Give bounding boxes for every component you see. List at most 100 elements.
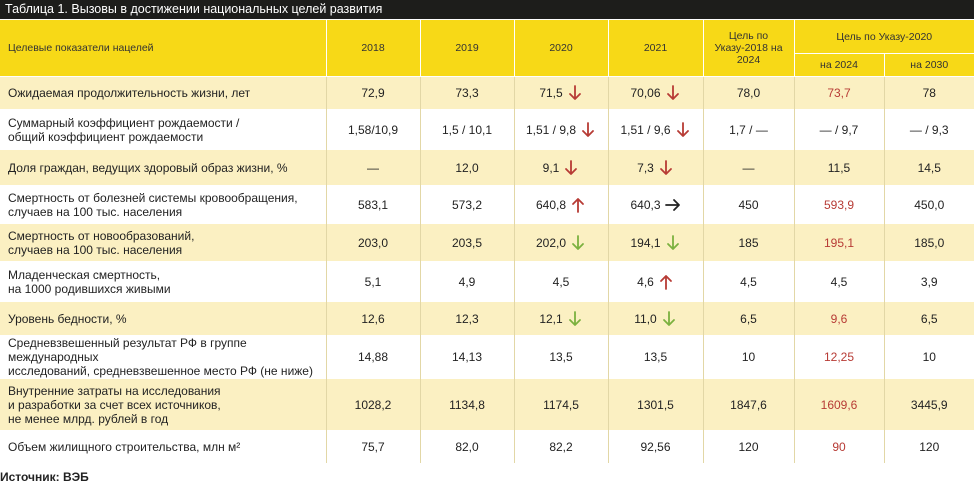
cell-value: 203,5	[451, 235, 483, 250]
cell-value: 13,5	[549, 350, 573, 364]
row-label-line: Уровень бедности, %	[8, 311, 127, 326]
cell-value: 185,0	[914, 235, 945, 250]
cell-value: 10	[741, 350, 756, 364]
value-cell: 1301,5	[607, 378, 703, 431]
cell-value: 73,7	[827, 86, 851, 100]
row-label-line: Ожидаемая продолжительность жизни, лет	[8, 86, 251, 100]
value-cell: 92,56	[607, 430, 703, 463]
value-cell: 12,1	[513, 301, 608, 336]
value-cell: — / 9,3	[883, 109, 974, 150]
value-cell: 71,5	[513, 76, 608, 110]
value-cell: 185,0	[883, 223, 974, 262]
row-label: Младенческая смертность, на 1000 родивших…	[0, 261, 326, 302]
value-cell: 1,51 / 9,8	[513, 109, 608, 150]
value-cell: 78	[883, 76, 974, 110]
header-to-2024: на 2024	[793, 53, 884, 77]
row-label: Суммарный коэффициент рождаемости / общий…	[0, 109, 326, 150]
value-cell: —	[325, 149, 420, 186]
cell-value: 73,3	[455, 86, 479, 100]
value-cell: 9,6	[793, 301, 884, 336]
cell-value: 4,5	[740, 274, 757, 289]
value-cell: 120	[883, 430, 974, 463]
value-cell: 195,1	[793, 223, 884, 262]
header-2019: 2019	[419, 19, 514, 77]
cell-value: 9,6	[830, 311, 848, 326]
value-cell: 185	[702, 223, 794, 262]
cell-value: 202,0	[535, 235, 567, 250]
value-cell: 1028,2	[325, 378, 420, 431]
row-label: Доля граждан, ведущих здоровый образ жиз…	[0, 149, 326, 186]
value-cell: 450	[702, 185, 794, 224]
header-to-2030: на 2030	[883, 53, 974, 77]
value-cell: 72,9	[325, 76, 420, 110]
arrow-down-icon	[666, 234, 679, 250]
cell-value: 1609,6	[820, 397, 858, 412]
row-label-line: Суммарный коэффициент рождаемости /	[8, 115, 240, 130]
cell-value: 1,51 / 9,6	[620, 122, 671, 137]
value-cell: 1134,8	[419, 378, 514, 431]
cell-value: 1028,2	[354, 397, 392, 412]
cell-value: 7,3	[637, 160, 654, 175]
cell-value: 90	[832, 439, 846, 454]
value-cell: 90	[793, 430, 884, 463]
value-cell: 593,9	[793, 185, 884, 224]
value-cell: —	[702, 149, 794, 186]
row-label: Смертность от болезней системы кровообра…	[0, 185, 326, 224]
value-cell: 203,5	[419, 223, 514, 262]
table-row: Средневзвешенный результат РФ в группе м…	[0, 335, 974, 379]
row-label-line: Смертность от болезней системы кровообра…	[8, 190, 298, 205]
value-cell: 10	[883, 335, 974, 379]
cell-value: 14,13	[451, 350, 483, 364]
table-row: Смертность от болезней системы кровообра…	[0, 185, 974, 224]
value-cell: 11,5	[793, 149, 884, 186]
value-cell: 6,5	[702, 301, 794, 336]
cell-value: 78	[922, 86, 936, 100]
cell-value: 6,5	[740, 311, 757, 326]
arrow-down-icon	[659, 159, 672, 175]
row-label-line: Внутренние затраты на исследования	[8, 383, 221, 398]
value-cell: 7,3	[607, 149, 703, 186]
row-label-line: исследований, средневзвешенное место РФ …	[8, 364, 313, 378]
value-cell: 573,2	[419, 185, 514, 224]
row-label-line: не менее млрд. рублей в год	[8, 411, 169, 426]
arrow-down-icon	[662, 310, 675, 326]
cell-value: 82,0	[455, 439, 479, 454]
arrow-right-icon	[664, 198, 680, 211]
row-label: Средневзвешенный результат РФ в группе м…	[0, 335, 326, 379]
cell-value: 450	[738, 197, 759, 212]
cell-value: 640,3	[630, 197, 661, 212]
source-note: Источник: ВЭБ	[0, 470, 89, 484]
arrow-up-icon	[572, 197, 584, 213]
row-label-line: случаев на 100 тыс. населения	[8, 204, 183, 219]
cell-value: 195,1	[823, 235, 855, 250]
cell-value: 194,1	[630, 235, 661, 250]
header-2018: 2018	[325, 19, 420, 77]
table-row: Смертность от новообразований, случаев на…	[0, 223, 974, 262]
header-indicators: Целевые показатели нацелей	[0, 19, 326, 77]
row-label-line: Объем жилищного строительства, млн м²	[8, 439, 241, 454]
value-cell: 1,7 / —	[702, 109, 794, 150]
value-cell: 4,5	[513, 261, 608, 302]
header-2020: 2020	[513, 19, 608, 77]
value-cell: 6,5	[883, 301, 974, 336]
arrow-down-icon	[565, 159, 578, 175]
header-target-2018: Цель по Указу-2018 на 2024	[702, 19, 794, 77]
value-cell: 12,0	[419, 149, 514, 186]
row-label: Внутренние затраты на исследования и разр…	[0, 378, 326, 431]
value-cell: 73,7	[793, 76, 884, 110]
cell-value: 12,1	[539, 311, 563, 326]
cell-value: 12,6	[361, 311, 385, 326]
value-cell: 4,5	[702, 261, 794, 302]
value-cell: 1174,5	[513, 378, 608, 431]
cell-value: 450,0	[914, 197, 945, 212]
value-cell: 5,1	[325, 261, 420, 302]
value-cell: 202,0	[513, 223, 608, 262]
cell-value: 6,5	[920, 311, 938, 326]
cell-value: 4,9	[458, 274, 476, 289]
cell-value: 4,5	[830, 274, 848, 289]
table-row: Внутренние затраты на исследования и разр…	[0, 378, 974, 431]
cell-value: 78,0	[736, 86, 761, 100]
cell-value: 9,1	[542, 160, 560, 175]
value-cell: 82,2	[513, 430, 608, 463]
cell-value: 4,6	[637, 274, 654, 289]
